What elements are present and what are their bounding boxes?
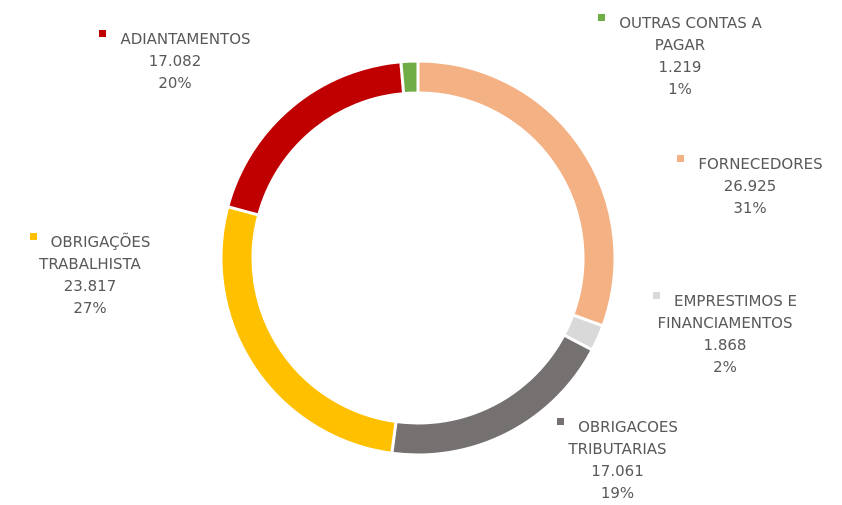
category-text: ADIANTAMENTOS [120, 30, 251, 48]
category-name: OUTRAS CONTAS A PAGAR [580, 12, 780, 56]
value-label: 26.925 [723, 177, 777, 195]
percent-label: 27% [73, 299, 107, 317]
category-text: OBRIGAÇÕES TRABALHISTA [39, 233, 151, 273]
value-label: 17.082 [148, 52, 202, 70]
data-label: FORNECEDORES 26.925 31% [662, 153, 838, 219]
legend-marker [677, 155, 685, 162]
value-label: 23.817 [63, 277, 117, 295]
category-text: EMPRESTIMOS E FINANCIAMENTOS [657, 292, 797, 332]
legend-marker [653, 292, 660, 299]
category-name: FORNECEDORES [662, 153, 838, 175]
percent-label: 1% [668, 80, 692, 98]
value-label: 17.061 [591, 462, 644, 480]
category-name: ADIANTAMENTOS [55, 28, 295, 50]
data-label: OBRIGACOES TRIBUTARIAS 17.061 19% [535, 416, 700, 504]
category-name: EMPRESTIMOS E FINANCIAMENTOS [625, 290, 825, 334]
data-label: OBRIGAÇÕES TRABALHISTA 23.817 27% [10, 231, 170, 319]
donut-slice [399, 59, 420, 96]
category-name: OBRIGACOES TRIBUTARIAS [535, 416, 700, 460]
donut-slice [416, 59, 617, 328]
legend-marker [29, 233, 37, 240]
donut-slice [219, 204, 398, 455]
data-label: EMPRESTIMOS E FINANCIAMENTOS 1.868 2% [625, 290, 825, 378]
legend-marker [557, 418, 565, 425]
category-text: OBRIGACOES TRIBUTARIAS [568, 418, 678, 458]
data-label: ADIANTAMENTOS 17.082 20% [55, 28, 295, 94]
legend-marker [598, 14, 606, 21]
category-text: OUTRAS CONTAS A PAGAR [619, 14, 762, 54]
data-label: OUTRAS CONTAS A PAGAR 1.219 1% [580, 12, 780, 100]
category-name: OBRIGAÇÕES TRABALHISTA [10, 231, 170, 275]
legend-marker [99, 30, 107, 37]
percent-label: 20% [158, 74, 192, 92]
percent-label: 31% [733, 199, 767, 217]
category-text: FORNECEDORES [698, 155, 823, 173]
value-label: 1.219 [658, 58, 702, 76]
percent-label: 19% [600, 484, 635, 502]
percent-label: 2% [713, 358, 737, 376]
value-label: 1.868 [703, 336, 747, 354]
